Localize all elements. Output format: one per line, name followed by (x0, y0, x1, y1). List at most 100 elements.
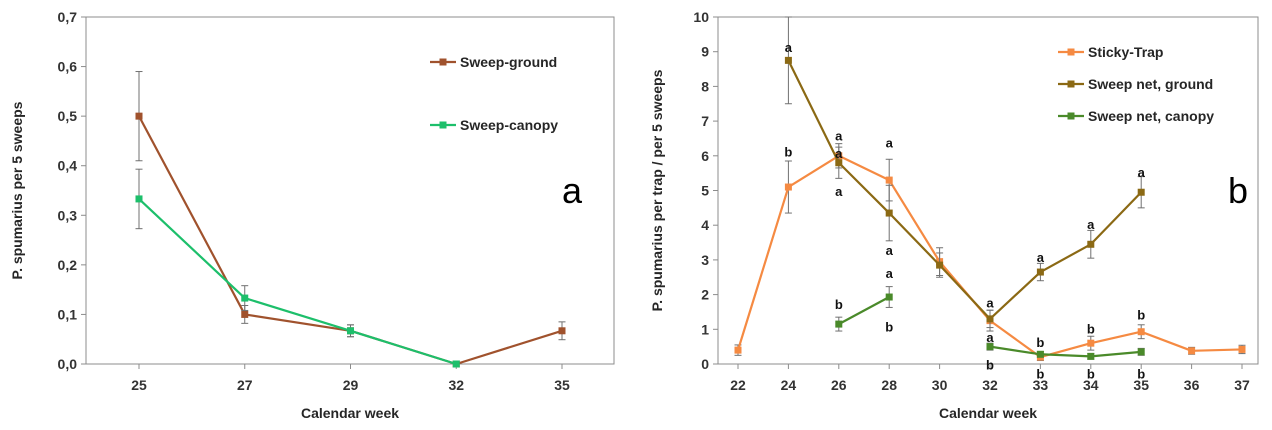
significance-letter: b (1087, 366, 1095, 381)
significance-letter: a (886, 136, 894, 151)
y-tick-label: 7 (701, 113, 709, 129)
y-tick-label: 9 (701, 44, 709, 60)
legend-label: Sweep net, canopy (1088, 108, 1214, 124)
data-point (734, 346, 742, 354)
panel-label: b (1228, 170, 1248, 211)
significance-letter: a (886, 243, 894, 258)
data-point (1238, 345, 1246, 353)
y-tick-label: 0,4 (58, 158, 78, 174)
x-tick-label: 30 (932, 377, 948, 393)
legend-label: Sweep-ground (460, 54, 557, 70)
y-tick-label: 0,6 (58, 59, 78, 75)
data-point (1137, 188, 1145, 196)
data-point (784, 56, 792, 64)
series-sweep-net-ground (784, 16, 1145, 329)
y-tick-label: 3 (701, 252, 709, 268)
legend-marker (439, 58, 447, 66)
series-sweep-ground (135, 71, 566, 368)
data-point (835, 159, 843, 167)
y-tick-label: 0,5 (58, 108, 78, 124)
y-tick-label: 5 (701, 183, 709, 199)
y-tick-label: 10 (693, 9, 709, 25)
y-axis-label: P. spumarius per trap / per 5 sweeps (649, 69, 665, 311)
x-tick-label: 33 (1033, 377, 1049, 393)
y-tick-label: 8 (701, 78, 709, 94)
x-tick-label: 35 (554, 377, 570, 393)
y-tick-label: 4 (701, 217, 709, 233)
y-tick-label: 6 (701, 148, 709, 164)
x-tick-label: 35 (1133, 377, 1149, 393)
significance-letter: b (1137, 307, 1145, 322)
y-tick-label: 0,3 (58, 207, 78, 223)
significance-letter: b (1036, 335, 1044, 350)
data-point (558, 327, 566, 335)
series-sweep-net-canopy (835, 286, 1145, 360)
significance-letter: a (835, 184, 843, 199)
data-point (135, 195, 143, 203)
data-point (1137, 328, 1145, 336)
significance-letter: a (835, 129, 843, 144)
significance-letter: a (1138, 165, 1146, 180)
legend: Sweep-ground Sweep-canopy (430, 54, 558, 133)
significance-letter: b (986, 358, 994, 373)
significance-letter: b (1036, 366, 1044, 381)
data-point (986, 343, 994, 351)
significance-letter: b (835, 297, 843, 312)
data-point (835, 320, 843, 328)
x-tick-label: 25 (131, 377, 147, 393)
series-line (138, 198, 457, 366)
y-tick-label: 2 (701, 287, 709, 303)
x-tick-label: 37 (1234, 377, 1250, 393)
x-tick-label: 22 (730, 377, 746, 393)
y-tick-label: 0,2 (58, 257, 78, 273)
x-tick-label: 27 (237, 377, 253, 393)
data-point (885, 176, 893, 184)
data-point (784, 183, 792, 191)
y-tick-label: 1 (701, 321, 709, 337)
legend-marker (1067, 48, 1075, 56)
legend-marker (439, 121, 447, 129)
data-point (986, 315, 994, 323)
x-tick-label: 24 (781, 377, 797, 393)
legend: Sticky-Trap Sweep net, ground Sweep net, c… (1058, 44, 1214, 124)
significance-letter: b (1087, 321, 1095, 336)
data-point (936, 261, 944, 269)
chart-a: 0,0 0,1 0,2 0,3 0,4 0,5 0,6 0,7 25 27 29 32 35 Calend… (9, 9, 615, 421)
series-line (989, 345, 1142, 358)
data-point (347, 327, 354, 335)
legend-marker (1067, 80, 1075, 88)
legend-marker (1067, 112, 1075, 120)
y-tick-label: 0,7 (58, 9, 78, 25)
significance-letter: a (986, 330, 994, 345)
significance-letter: b (885, 320, 893, 335)
data-point (1036, 268, 1044, 276)
series-line (838, 296, 890, 326)
x-tick-label: 29 (343, 377, 359, 393)
x-axis-label: Calendar week (939, 405, 1037, 421)
data-point (1188, 347, 1196, 355)
data-point (1137, 348, 1145, 356)
x-tick-label: 32 (448, 377, 464, 393)
significance-letter: a (785, 40, 793, 55)
significance-letter: b (1137, 366, 1145, 381)
data-point (1036, 350, 1044, 358)
legend-label: Sweep net, ground (1088, 76, 1213, 92)
x-tick-label: 26 (831, 377, 847, 393)
data-point (135, 112, 143, 120)
y-tick-label: 0 (701, 356, 709, 372)
significance-letter: a (1037, 250, 1045, 265)
data-point (1087, 339, 1095, 347)
data-point (885, 293, 893, 301)
data-point (241, 310, 249, 318)
panel-label: a (562, 170, 583, 211)
significance-letter: b (784, 144, 792, 159)
x-tick-label: 32 (982, 377, 998, 393)
x-axis-label: Calendar week (301, 405, 399, 421)
significance-letter: a (986, 295, 994, 310)
series-line (787, 59, 1142, 320)
series-sweep-canopy (135, 168, 460, 368)
legend-label: Sweep-canopy (460, 117, 558, 133)
plot-frame (717, 16, 1259, 365)
